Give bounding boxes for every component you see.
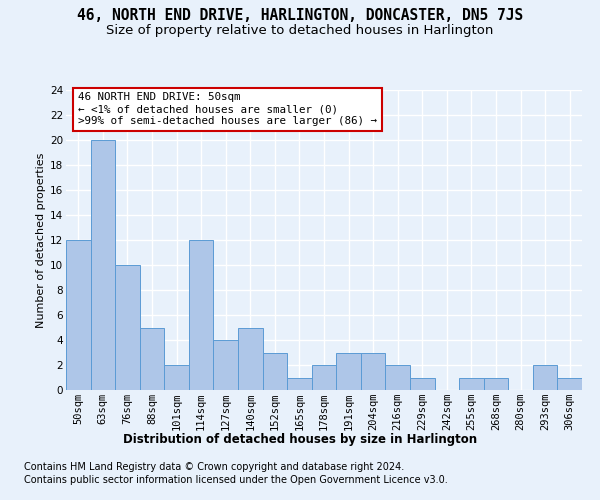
- Bar: [361, 352, 385, 390]
- Bar: [263, 352, 287, 390]
- Text: Contains HM Land Registry data © Crown copyright and database right 2024.: Contains HM Land Registry data © Crown c…: [24, 462, 404, 472]
- Bar: [238, 328, 263, 390]
- Bar: [336, 352, 361, 390]
- Text: 46 NORTH END DRIVE: 50sqm
← <1% of detached houses are smaller (0)
>99% of semi-: 46 NORTH END DRIVE: 50sqm ← <1% of detac…: [78, 92, 377, 126]
- Text: 46, NORTH END DRIVE, HARLINGTON, DONCASTER, DN5 7JS: 46, NORTH END DRIVE, HARLINGTON, DONCAST…: [77, 8, 523, 22]
- Bar: [533, 365, 557, 390]
- Bar: [385, 365, 410, 390]
- Bar: [140, 328, 164, 390]
- Bar: [189, 240, 214, 390]
- Text: Contains public sector information licensed under the Open Government Licence v3: Contains public sector information licen…: [24, 475, 448, 485]
- Y-axis label: Number of detached properties: Number of detached properties: [36, 152, 46, 328]
- Bar: [214, 340, 238, 390]
- Text: Size of property relative to detached houses in Harlington: Size of property relative to detached ho…: [106, 24, 494, 37]
- Bar: [459, 378, 484, 390]
- Bar: [91, 140, 115, 390]
- Bar: [557, 378, 582, 390]
- Bar: [66, 240, 91, 390]
- Bar: [312, 365, 336, 390]
- Bar: [410, 378, 434, 390]
- Bar: [287, 378, 312, 390]
- Bar: [164, 365, 189, 390]
- Bar: [115, 265, 140, 390]
- Bar: [484, 378, 508, 390]
- Text: Distribution of detached houses by size in Harlington: Distribution of detached houses by size …: [123, 432, 477, 446]
